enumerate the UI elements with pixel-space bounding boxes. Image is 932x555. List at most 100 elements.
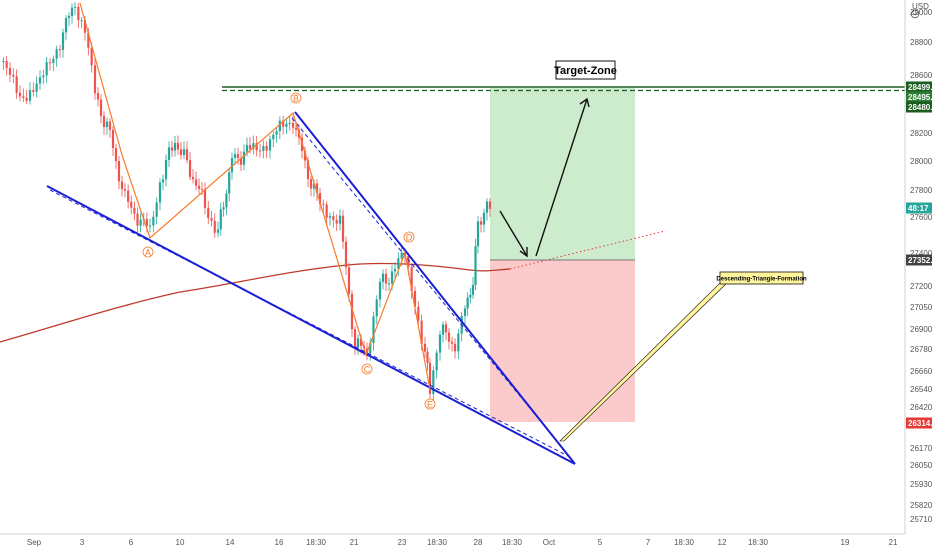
time-tick-label: 21 [350,538,359,547]
candle [105,117,109,135]
pattern-callout: Descending-Triangle-Formation [559,271,807,442]
svg-text:26314.4: 26314.4 [908,419,932,428]
candle [471,277,475,299]
svg-text:E: E [427,400,433,410]
candle [45,56,48,83]
projection-arrows [499,97,590,258]
candle [152,210,155,233]
candle [35,76,38,98]
svg-text:C: C [364,365,371,375]
candle [262,140,265,159]
candle [58,44,62,58]
candle [332,211,335,228]
candle [32,82,35,97]
candle [438,330,442,361]
candle [77,2,80,29]
price-tag: 28495.3 [906,91,932,103]
candle [164,154,168,187]
candle [328,212,332,226]
candle [258,144,262,158]
time-tick-label: 10 [176,538,185,547]
price-tags: 28499.128495.328480.3 48:17 27352.4 26314.4 [906,81,932,429]
candle [155,197,158,225]
time-tick-label: 21 [889,538,898,547]
candle [18,85,22,102]
time-tick-label: 19 [841,538,850,547]
time-tick-label: 7 [646,538,651,547]
svg-text:28499.1: 28499.1 [908,83,932,92]
svg-text:Target-Zone: Target-Zone [554,65,617,77]
time-axis[interactable]: Sep 3 6 10 14 16 18:30 21 23 18:30 28 18:30 Oct 5 7 18:… [27,538,898,547]
candle [242,144,246,171]
candle [282,115,285,135]
candle [255,136,258,157]
candle [353,326,357,355]
price-tag: 28480.3 [906,101,932,113]
candle [309,175,313,197]
candle [233,148,237,165]
time-tick-label: 16 [275,538,284,547]
price-tick-label: 26540.0 [910,385,932,394]
candle [381,269,385,290]
candle [123,183,127,198]
candle [173,135,177,157]
candle [73,1,77,16]
candle [158,178,162,211]
candle [378,278,382,308]
candle [213,213,216,238]
moving-average-projection [509,230,666,270]
candle [479,216,483,233]
candle [469,287,472,304]
price-tick-label: 25710.0 [910,515,932,524]
price-axis[interactable]: 29000.028800.028600.028400.028200.028000… [910,8,932,524]
candle [325,201,328,226]
price-tick-label: 26170.0 [910,444,932,453]
pattern-point-b: B [290,92,302,104]
candle [278,116,281,139]
candle [203,182,207,215]
price-tick-label: 26050.0 [910,461,932,470]
svg-text:Descending-Triangle-Formation: Descending-Triangle-Formation [716,277,807,283]
candle [176,135,180,155]
price-tick-label: 29000.0 [910,8,932,17]
candle [474,238,477,291]
candle [268,135,272,159]
candle [447,328,451,350]
candle [67,12,71,27]
candle [315,178,319,201]
candle [120,176,124,197]
candle [182,141,186,159]
candle [70,3,74,24]
candle [102,111,106,135]
candle [188,152,192,181]
candle [372,311,375,351]
candle [485,198,489,221]
candle [197,178,201,195]
candle [216,221,220,238]
candle [179,141,183,160]
candle [322,199,325,213]
pattern-point-a: A [142,246,154,258]
candle [191,168,195,184]
candle [285,118,288,135]
candle [228,168,231,202]
candle [426,347,429,371]
candle [42,69,45,85]
pattern-point-c: C [361,363,373,375]
upper-trendline-dashed [291,117,566,452]
price-tick-label: 25930.0 [910,480,932,489]
candle [38,70,42,90]
price-tick-label: 28800.0 [910,38,932,47]
price-tick-label: 26420.0 [910,403,932,412]
svg-text:48:17: 48:17 [908,204,929,213]
candle [453,338,457,359]
time-tick-label: 3 [80,538,85,547]
price-tick-label: 28000.0 [910,157,932,166]
candle [482,208,486,233]
candle [2,57,5,70]
candle [384,268,388,292]
currency-toggle-icon[interactable] [910,9,920,19]
candle [356,334,360,355]
price-tick-label: 26900.0 [910,325,932,334]
time-tick-label: 23 [398,538,407,547]
